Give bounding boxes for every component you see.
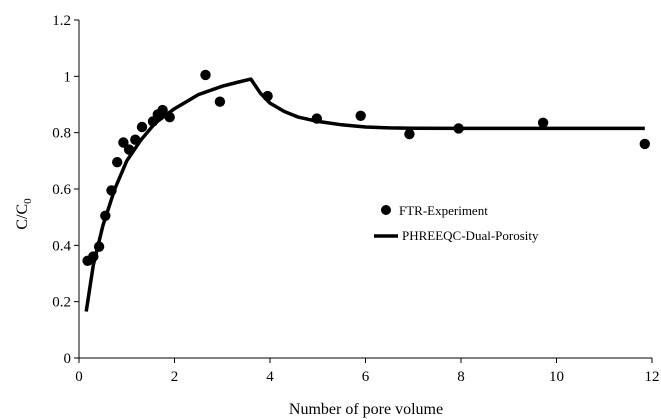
x-tick-label: 12 bbox=[645, 369, 660, 385]
legend: FTR-Experiment PHREEQC-Dual-Porosity bbox=[374, 203, 539, 243]
y-tick-label: 0.4 bbox=[52, 238, 71, 254]
y-axis-ticks: 0 0.2 0.4 0.6 0.8 1 1.2 bbox=[52, 13, 79, 367]
y-tick-label: 1.2 bbox=[52, 13, 71, 29]
y-tick-label: 0.8 bbox=[52, 126, 71, 142]
data-point bbox=[262, 90, 273, 102]
x-axis-ticks: 0 2 4 6 8 10 12 bbox=[75, 358, 660, 385]
legend-label-ftr-experiment: FTR-Experiment bbox=[399, 203, 488, 218]
data-point bbox=[214, 96, 226, 107]
data-point bbox=[537, 117, 549, 128]
plot-area: 0 2 4 6 8 10 12 0 0.2 0.4 0.6 0.8 1 1.2 bbox=[52, 13, 659, 385]
data-point bbox=[106, 185, 117, 196]
x-tick-label: 6 bbox=[362, 369, 370, 385]
data-point bbox=[311, 113, 322, 124]
data-point bbox=[355, 110, 366, 122]
data-point bbox=[100, 210, 111, 221]
series-ftr-experiment bbox=[82, 69, 650, 266]
x-axis-title: Number of pore volume bbox=[289, 401, 443, 418]
x-tick-label: 10 bbox=[549, 369, 564, 385]
data-point bbox=[639, 138, 650, 150]
y-tick-label: 0.6 bbox=[52, 182, 71, 198]
y-tick-label: 0 bbox=[64, 351, 72, 367]
data-point bbox=[123, 144, 135, 155]
x-tick-label: 0 bbox=[75, 369, 83, 385]
data-point bbox=[118, 137, 129, 148]
data-point bbox=[404, 128, 415, 140]
data-point bbox=[136, 121, 148, 133]
y-axis-title: C/C0 bbox=[14, 198, 34, 230]
y-axis-title-main: C/C bbox=[14, 204, 31, 230]
y-axis-title-subscript: 0 bbox=[22, 198, 34, 204]
y-tick-label: 0.2 bbox=[52, 295, 71, 311]
y-tick-label: 1 bbox=[64, 69, 72, 85]
data-point bbox=[88, 251, 99, 262]
x-tick-label: 8 bbox=[457, 369, 465, 385]
data-point bbox=[130, 134, 141, 145]
x-tick-label: 4 bbox=[266, 369, 274, 385]
legend-label-phreeqc-dual-porosity: PHREEQC-Dual-Porosity bbox=[402, 228, 539, 243]
data-point bbox=[453, 123, 464, 134]
data-point bbox=[157, 104, 168, 116]
data-point bbox=[164, 112, 175, 123]
data-point bbox=[112, 157, 123, 168]
data-point bbox=[200, 69, 211, 81]
data-point bbox=[93, 241, 105, 252]
legend-marker-ftr-experiment bbox=[381, 205, 391, 215]
x-tick-label: 2 bbox=[171, 369, 179, 385]
